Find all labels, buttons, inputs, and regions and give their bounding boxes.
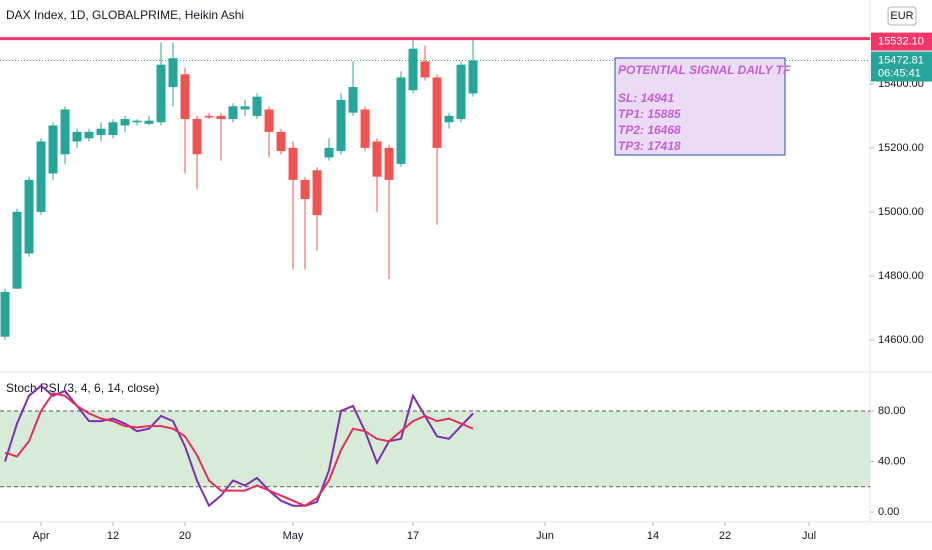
signal-line: SL: 14941: [618, 91, 674, 105]
candle-body: [372, 141, 382, 177]
candle-body: [228, 106, 238, 120]
candle-body: [384, 147, 394, 180]
x-tick-label: Jul: [802, 530, 816, 542]
candle-body: [408, 48, 418, 91]
x-tick-label: 14: [647, 530, 659, 542]
candle-body: [60, 109, 70, 155]
candle-body: [0, 291, 10, 337]
candle-body: [48, 125, 58, 174]
indicator-title: Stoch RSI (3, 4, 6, 14, close): [6, 381, 159, 395]
signal-line: TP2: 16468: [618, 123, 681, 137]
y-tick-label: 14600.00: [878, 334, 924, 346]
currency: EUR: [890, 10, 913, 22]
candle-body: [12, 211, 22, 289]
y-tick-label: 80.00: [878, 405, 906, 417]
y-tick-label: 15000.00: [878, 206, 924, 218]
stoch-line: [4, 384, 474, 508]
candle-body: [396, 77, 406, 164]
price-tag-label: 15472.81: [878, 54, 924, 66]
candle-body: [336, 99, 346, 152]
candle-body: [144, 120, 154, 124]
candle-body: [96, 128, 106, 136]
x-tick-label: 12: [107, 530, 119, 542]
chart-title: DAX Index, 1D, GLOBALPRIME, Heikin Ashi: [6, 8, 244, 22]
candle-body: [84, 131, 94, 139]
x-tick-label: Apr: [32, 530, 49, 542]
x-tick-label: 22: [719, 530, 731, 542]
signal-line: TP1: 15885: [618, 107, 681, 121]
y-tick-label: 15200.00: [878, 142, 924, 154]
stoch-line: [4, 392, 474, 507]
y-tick-label: 0.00: [878, 506, 899, 518]
candle-body: [156, 64, 166, 123]
x-tick-label: 17: [407, 530, 419, 542]
signal-box: [614, 57, 786, 156]
candle-body: [204, 115, 214, 118]
y-tick-label: 40.00: [878, 455, 906, 467]
candle-body: [108, 122, 118, 136]
candle-body: [72, 131, 82, 142]
candle-body: [240, 106, 250, 110]
candle-body: [120, 119, 130, 126]
candle-body: [420, 61, 430, 78]
candle-body: [132, 120, 142, 123]
candle-body: [444, 115, 454, 123]
candle-body: [180, 74, 190, 120]
candle-body: [216, 115, 226, 120]
x-tick-label: May: [283, 530, 304, 542]
candle-body: [468, 60, 478, 94]
candle-body: [432, 77, 442, 148]
candle-body: [348, 87, 358, 113]
candle-body: [324, 147, 334, 158]
x-tick-label: Jun: [536, 530, 554, 542]
candle-body: [168, 58, 178, 88]
candle-body: [264, 109, 274, 132]
candle-body: [252, 96, 262, 116]
candle-body: [24, 179, 34, 254]
currency-badge: [887, 6, 917, 26]
candle-body: [312, 170, 322, 216]
candle-body: [276, 131, 286, 152]
signal-title: POTENTIAL SIGNAL DAILY TF: [618, 63, 791, 77]
candle-body: [300, 179, 310, 200]
y-tick-label: 14800.00: [878, 270, 924, 282]
x-tick-label: 20: [179, 530, 191, 542]
signal-line: TP3: 17418: [618, 139, 681, 153]
band-fill: [0, 410, 870, 487]
candle-body: [36, 141, 46, 212]
countdown: 06:45:41: [878, 67, 921, 79]
candle-body: [456, 64, 466, 120]
candle-body: [192, 119, 202, 155]
price-tag-label: 15532.10: [878, 35, 924, 47]
candle-body: [288, 147, 298, 180]
candle-body: [360, 109, 370, 148]
price-tag: [871, 51, 932, 82]
price-tag: [871, 32, 932, 51]
